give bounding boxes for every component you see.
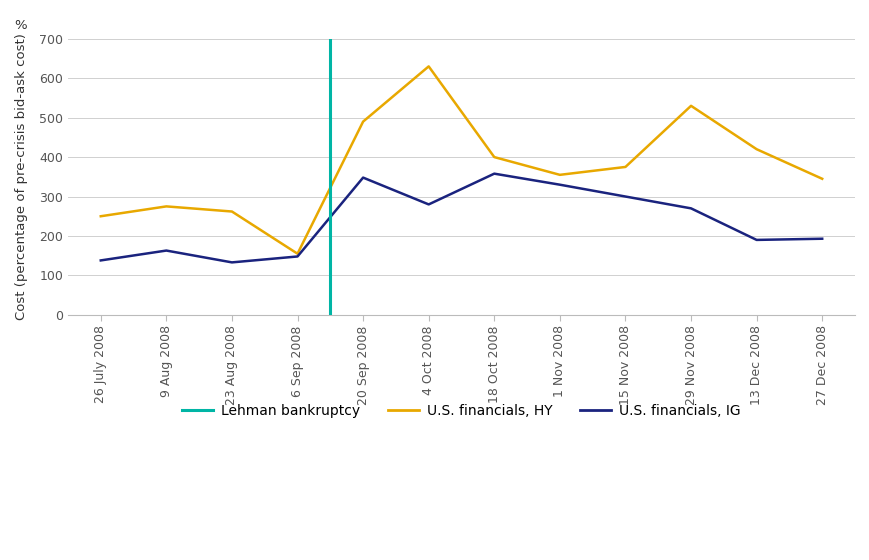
Legend: Lehman bankruptcy, U.S. financials, HY, U.S. financials, IG: Lehman bankruptcy, U.S. financials, HY, … (176, 399, 746, 424)
Text: %: % (15, 19, 27, 32)
Y-axis label: Cost (percentage of pre-crisis bid-ask cost): Cost (percentage of pre-crisis bid-ask c… (15, 34, 28, 320)
